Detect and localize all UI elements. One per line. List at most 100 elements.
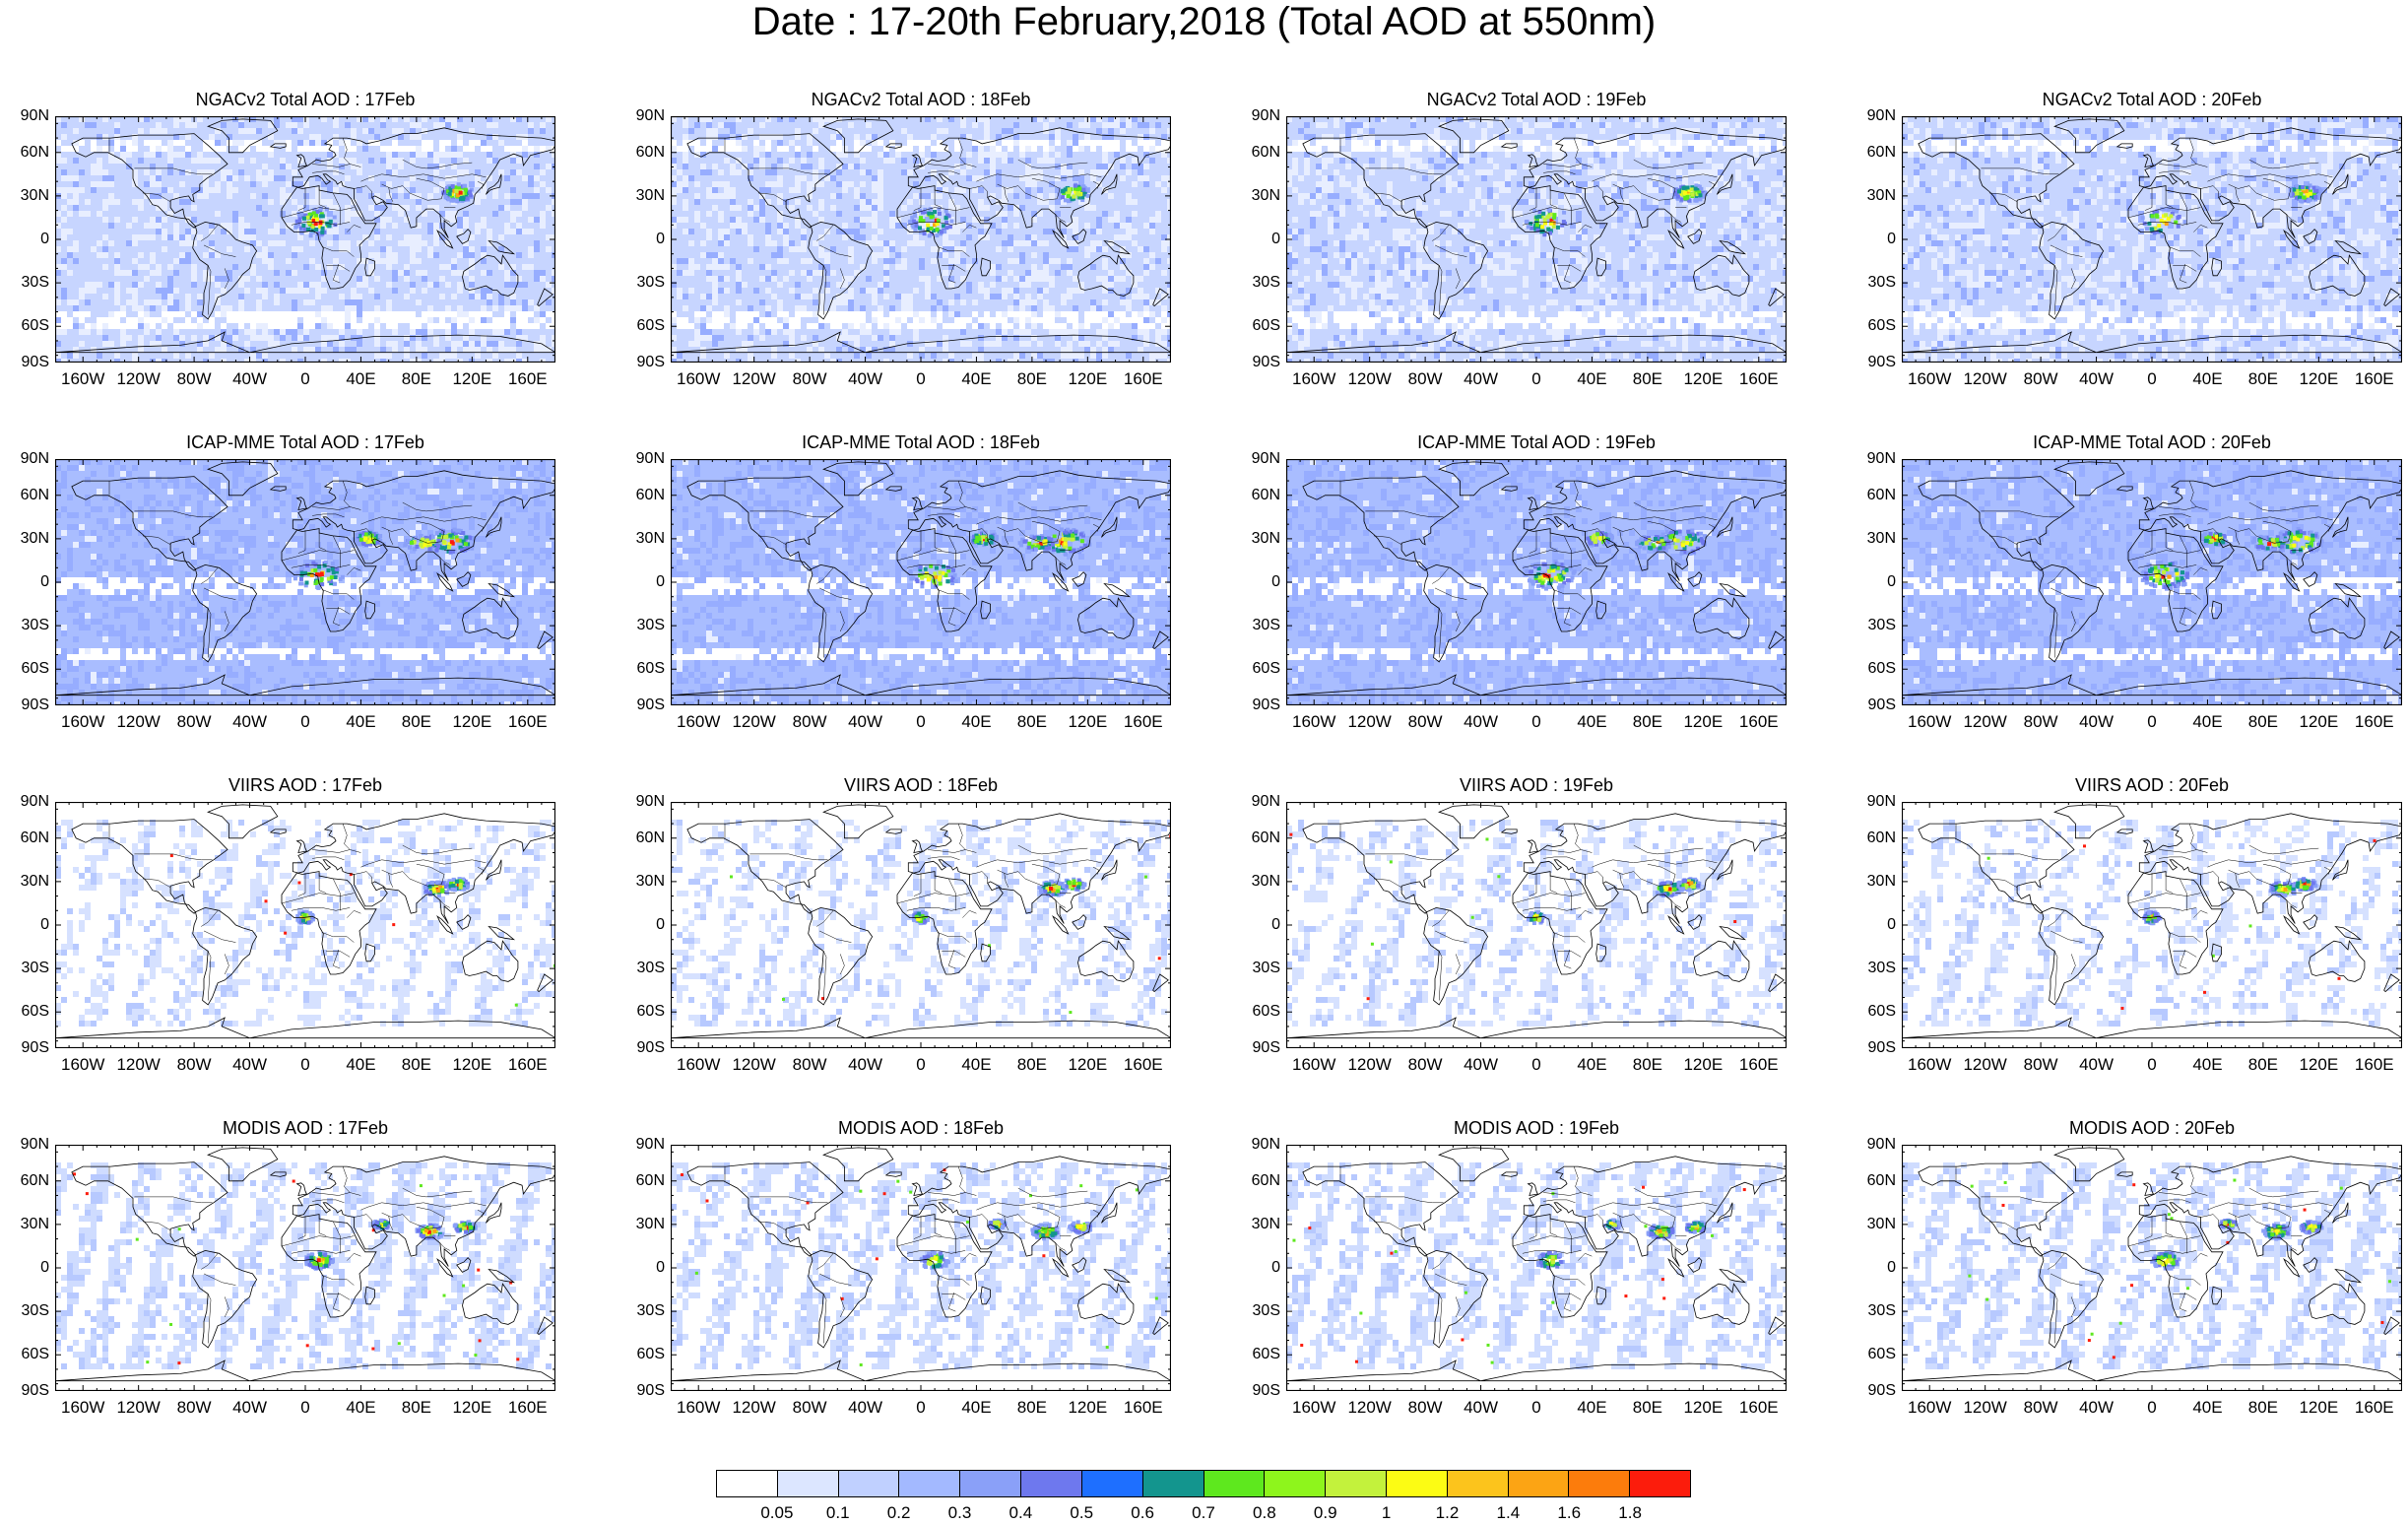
lon-label: 40W — [836, 1055, 895, 1075]
lat-label: 90S — [1253, 354, 1280, 371]
lat-label: 30N — [636, 530, 665, 548]
lon-label: 80W — [2011, 369, 2070, 389]
lon-label: 80W — [2011, 1398, 2070, 1418]
lon-label: 80W — [1396, 1055, 1455, 1075]
lon-label: 40E — [331, 369, 390, 389]
lon-label: 120E — [2289, 1398, 2348, 1418]
lon-label: 160E — [1729, 712, 1789, 732]
aod-map — [1902, 459, 2402, 705]
lat-label: 60N — [1867, 1172, 1896, 1190]
aod-field — [55, 1145, 555, 1391]
lat-label: 60S — [637, 660, 665, 678]
colorbar-swatch — [1082, 1471, 1143, 1496]
lat-label: 30N — [1867, 873, 1896, 891]
lat-label: 90N — [1867, 107, 1896, 125]
lat-label: 90S — [1868, 696, 1896, 714]
lon-label: 0 — [891, 369, 950, 389]
colorbar-swatch — [778, 1471, 839, 1496]
lat-label: 90N — [21, 107, 49, 125]
colorbar-label: 0.8 — [1235, 1503, 1294, 1523]
lon-label: 80W — [780, 1398, 839, 1418]
lat-label: 30S — [1253, 960, 1280, 977]
lat-label: 30S — [1868, 960, 1896, 977]
lat-label: 60S — [1253, 1003, 1280, 1021]
lat-label: 60S — [22, 1003, 49, 1021]
aod-field — [671, 1145, 1171, 1391]
lon-label: 80E — [1618, 1398, 1677, 1418]
lat-label: 90N — [1867, 1136, 1896, 1154]
lon-label: 40W — [1452, 712, 1511, 732]
lon-label: 80W — [780, 1055, 839, 1075]
lon-label: 160E — [1729, 369, 1789, 389]
lon-label: 0 — [2122, 1398, 2181, 1418]
lon-label: 0 — [2122, 712, 2181, 732]
lat-label: 60S — [637, 1003, 665, 1021]
lon-label: 120W — [109, 369, 168, 389]
lon-label: 160W — [1900, 369, 1959, 389]
aod-field — [671, 116, 1171, 363]
lon-label: 80W — [164, 1398, 224, 1418]
lon-label: 0 — [1507, 369, 1566, 389]
panel-title: NGACv2 Total AOD : 18Feb — [671, 89, 1171, 110]
lat-label: 30N — [1867, 187, 1896, 205]
lon-label: 160E — [1114, 1398, 1173, 1418]
lat-label: 90S — [22, 696, 49, 714]
panel-title: NGACv2 Total AOD : 19Feb — [1286, 89, 1787, 110]
panel-title: MODIS AOD : 19Feb — [1286, 1117, 1787, 1139]
lon-label: 160W — [53, 1398, 112, 1418]
lon-label: 120W — [725, 1055, 784, 1075]
aod-map — [671, 802, 1171, 1048]
colorbar-swatch — [1448, 1471, 1509, 1496]
lat-label: 0 — [1271, 573, 1280, 591]
lon-label: 160W — [669, 1398, 728, 1418]
lat-label: 90S — [22, 1382, 49, 1400]
lat-label: 30S — [1868, 617, 1896, 634]
lon-label: 120E — [1673, 369, 1732, 389]
lat-label: 30N — [21, 187, 49, 205]
lon-label: 80E — [387, 712, 446, 732]
lat-label: 30N — [21, 873, 49, 891]
lon-label: 80E — [1618, 1055, 1677, 1075]
lat-label: 30N — [1252, 187, 1280, 205]
lon-label: 160E — [498, 1398, 557, 1418]
lat-label: 30S — [22, 960, 49, 977]
lat-label: 30N — [1867, 1216, 1896, 1233]
lat-label: 0 — [1887, 573, 1896, 591]
lon-label: 80W — [2011, 712, 2070, 732]
aod-map — [55, 1145, 555, 1391]
lat-label: 90S — [1868, 354, 1896, 371]
panel-title: VIIRS AOD : 17Feb — [55, 774, 555, 796]
lon-label: 120W — [1340, 369, 1399, 389]
lon-label: 40W — [836, 712, 895, 732]
lat-label: 30S — [637, 1302, 665, 1320]
lat-label: 60N — [1252, 829, 1280, 847]
lat-label: 90S — [22, 354, 49, 371]
lat-label: 90N — [1252, 793, 1280, 811]
lon-label: 160E — [2345, 1055, 2404, 1075]
lat-label: 30S — [1253, 617, 1280, 634]
aod-field — [55, 802, 555, 1048]
lon-label: 120E — [442, 1398, 501, 1418]
lon-label: 120W — [109, 1055, 168, 1075]
aod-map — [1902, 1145, 2402, 1391]
lat-label: 30S — [637, 274, 665, 292]
lon-label: 0 — [891, 1398, 950, 1418]
lat-label: 60N — [1867, 829, 1896, 847]
lon-label: 160W — [53, 1055, 112, 1075]
lon-label: 80W — [1396, 712, 1455, 732]
lat-label: 0 — [1887, 231, 1896, 248]
lat-label: 0 — [656, 573, 665, 591]
lon-label: 80E — [2234, 1055, 2293, 1075]
panel-title: VIIRS AOD : 19Feb — [1286, 774, 1787, 796]
colorbar-swatch — [1143, 1471, 1204, 1496]
lon-label: 120W — [109, 712, 168, 732]
lon-label: 120E — [442, 712, 501, 732]
lon-label: 80E — [387, 369, 446, 389]
lat-label: 60N — [21, 487, 49, 504]
lat-label: 30N — [21, 1216, 49, 1233]
